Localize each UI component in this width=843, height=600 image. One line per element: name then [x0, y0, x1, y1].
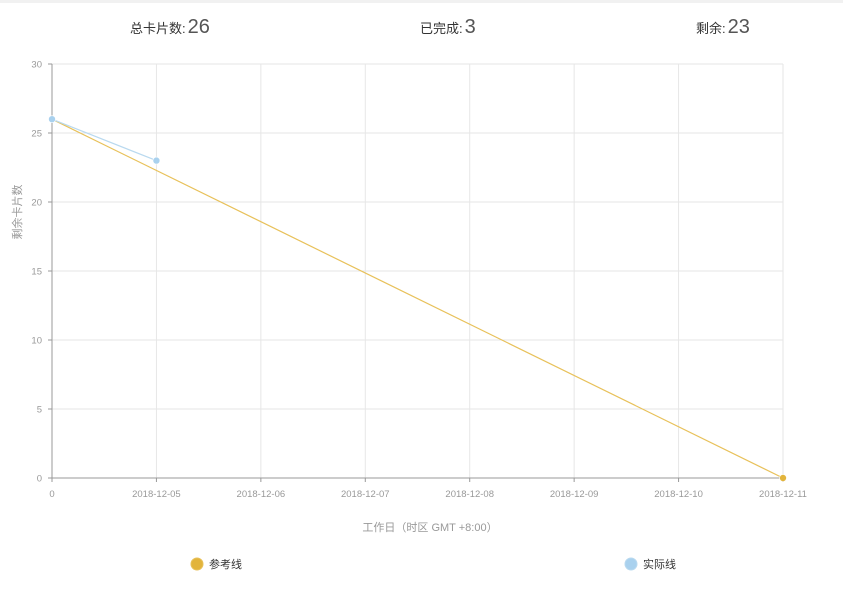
legend-label-1: 实际线 [643, 557, 676, 571]
completed-label: 已完成: [420, 21, 463, 36]
y-tick-label: 15 [31, 267, 42, 278]
x-tick-label: 2018-12-08 [445, 489, 494, 500]
y-axis-label: 剩余卡片数 [10, 185, 24, 240]
x-tick-label: 0 [49, 489, 54, 500]
remaining-label: 剩余: [696, 21, 726, 36]
series-point-1 [48, 115, 56, 123]
x-tick-label: 2018-12-10 [654, 489, 703, 500]
total-cards-stat: 总卡片数: 26 [130, 16, 210, 39]
series-point-0 [779, 474, 787, 482]
y-tick-label: 5 [37, 405, 42, 416]
legend-label-0: 参考线 [209, 557, 242, 571]
total-cards-value: 26 [187, 16, 210, 38]
series-line-1 [51, 118, 157, 162]
x-tick-label: 2018-12-09 [550, 489, 599, 500]
y-tick-label: 30 [31, 60, 42, 71]
top-divider [0, 0, 843, 3]
x-tick-label: 2018-12-05 [132, 489, 181, 500]
remaining-stat: 剩余: 23 [696, 16, 750, 39]
y-tick-label: 20 [31, 198, 42, 209]
completed-stat: 已完成: 3 [420, 16, 476, 39]
x-tick-label: 2018-12-11 [759, 489, 807, 500]
x-axis-label: 工作日（时区 GMT +8:00） [362, 521, 497, 534]
remaining-value: 23 [727, 16, 750, 38]
grid-lines [52, 63, 784, 478]
x-tick-label: 2018-12-07 [341, 489, 390, 500]
total-cards-label: 总卡片数: [130, 21, 186, 36]
series-point-1 [152, 156, 161, 165]
axes: 0 5 10 15 20 25 30 0 2018-12-05 2018-12-06 2018-12… [31, 60, 807, 501]
legend: 参考线 实际线 [190, 557, 676, 571]
y-tick-label: 10 [31, 336, 42, 347]
y-tick-label: 25 [31, 129, 42, 140]
series-lines [48, 115, 787, 482]
y-tick-label: 0 [37, 474, 42, 485]
completed-value: 3 [464, 16, 476, 38]
x-tick-label: 2018-12-06 [237, 489, 286, 500]
legend-marker-0 [190, 557, 204, 571]
series-line-0 [51, 118, 784, 479]
legend-marker-1 [624, 557, 638, 571]
